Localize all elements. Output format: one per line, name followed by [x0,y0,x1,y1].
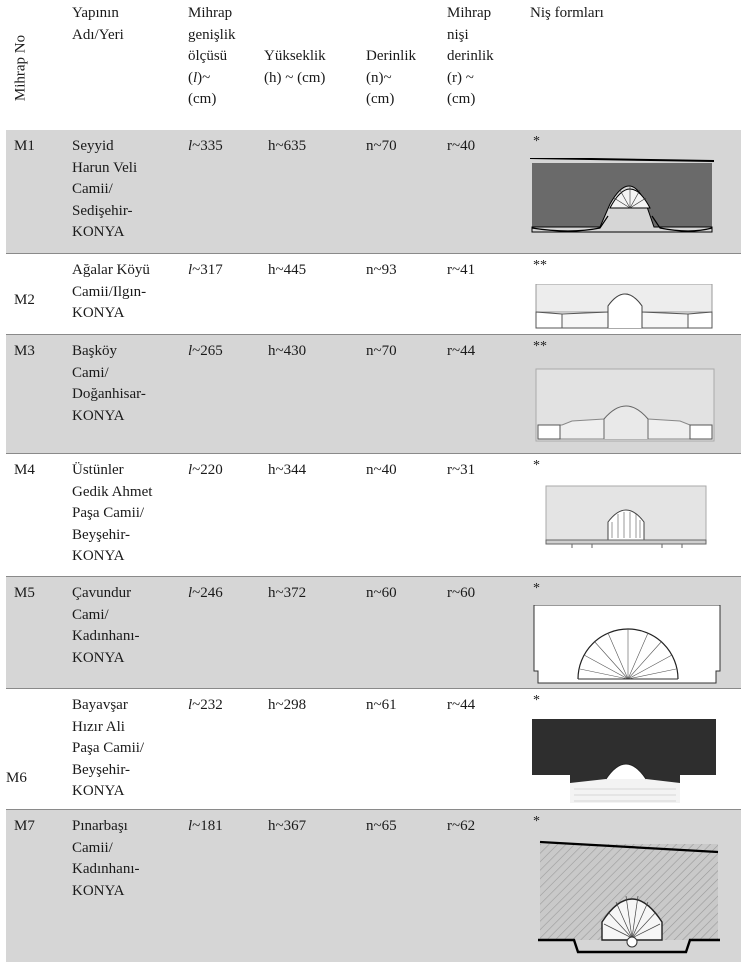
row-niche-depth: r~31 [447,462,476,478]
row-no: M7 [14,818,35,834]
row-mark: * [533,458,540,473]
row-width: l~335 [188,138,223,154]
row-height: h~445 [268,262,307,278]
row-height: h~344 [268,462,307,478]
niche-drawing-m4 [545,485,707,548]
row-width: l~317 [188,262,223,278]
table-row: M4 Üstünler Gedik Ahmet Paşa Camii/ Beyş… [6,454,741,576]
table-row: M6 Bayavşar Hızır Ali Paşa Camii/ Beyşeh… [6,689,741,809]
row-niche-depth: r~44 [447,697,476,713]
row-height: h~635 [268,138,307,154]
header-mihrap-no: Mihrap No [12,34,29,102]
row-mark: * [533,134,540,149]
header-niche-depth: Mihrap nişi derinlik (r) ~ (cm) [447,5,494,108]
niche-drawing-m1 [530,158,714,233]
row-name: Üstünler Gedik Ahmet Paşa Camii/ Beyşehi… [72,462,153,565]
row-no: M1 [14,138,35,154]
row-height: h~298 [268,697,307,713]
table-row: M7 Pınarbaşı Camii/ Kadınhanı- KONYA l~1… [6,810,741,962]
row-niche-depth: r~44 [447,343,476,359]
row-depth: n~70 [366,343,397,359]
row-niche-depth: r~62 [447,818,476,834]
niche-drawing-m5 [533,605,721,684]
row-name: Seyyid Harun Veli Camii/ Sedişehir- KONY… [72,138,138,241]
row-mark: * [533,693,540,708]
row-no: M6 [6,770,27,786]
table-row: M1 Seyyid Harun Veli Camii/ Sedişehir- K… [6,130,741,253]
row-height: h~367 [268,818,307,834]
row-niche-depth: r~60 [447,585,476,601]
row-name: Çavundur Cami/ Kadınhanı- KONYA [72,585,140,666]
row-no: M2 [14,292,35,308]
row-width: l~181 [188,818,223,834]
row-depth: n~65 [366,818,397,834]
niche-drawing-m6 [532,719,716,803]
row-name: Pınarbaşı Camii/ Kadınhanı- KONYA [72,818,140,899]
row-mark: * [533,581,540,596]
row-width: l~220 [188,462,223,478]
row-depth: n~60 [366,585,397,601]
row-height: h~372 [268,585,307,601]
row-no: M3 [14,343,35,359]
header-height: Yükseklik (h) ~ (cm) [264,48,326,86]
header-name: Yapının Adı/Yeri [72,5,124,43]
niche-drawing-m2 [535,284,713,329]
row-depth: n~70 [366,138,397,154]
row-niche-depth: r~40 [447,138,476,154]
row-name: Bayavşar Hızır Ali Paşa Camii/ Beyşehir-… [72,697,145,800]
row-height: h~430 [268,343,307,359]
row-name: Ağalar Köyü Camii/Ilgın- KONYA [72,262,150,322]
header-forms: Niş formları [530,5,604,21]
row-width: l~246 [188,585,223,601]
row-niche-depth: r~41 [447,262,476,278]
row-mark: ** [533,339,547,354]
row-width: l~265 [188,343,223,359]
table-row: M3 Başköy Cami/ Doğanhisar- KONYA l~265 … [6,335,741,453]
table-row: M2 Ağalar Köyü Camii/Ilgın- KONYA l~317 … [6,254,741,334]
row-depth: n~61 [366,697,397,713]
row-depth: n~40 [366,462,397,478]
niche-drawing-m3 [535,368,715,442]
header-width: Mihrap genişlik ölçüsü (l)~ (cm) [188,5,236,108]
row-width: l~232 [188,697,223,713]
mihrab-table: Mihrap No Yapının Adı/Yeri Mihrap genişl… [6,0,741,962]
row-no: M4 [14,462,35,478]
row-mark: ** [533,258,547,273]
header-depth: Derinlik (n)~ (cm) [366,48,416,108]
row-depth: n~93 [366,262,397,278]
row-no: M5 [14,585,35,601]
niche-drawing-m7 [538,840,720,954]
row-name: Başköy Cami/ Doğanhisar- KONYA [72,343,146,424]
row-mark: * [533,814,540,829]
table-row: M5 Çavundur Cami/ Kadınhanı- KONYA l~246… [6,577,741,688]
